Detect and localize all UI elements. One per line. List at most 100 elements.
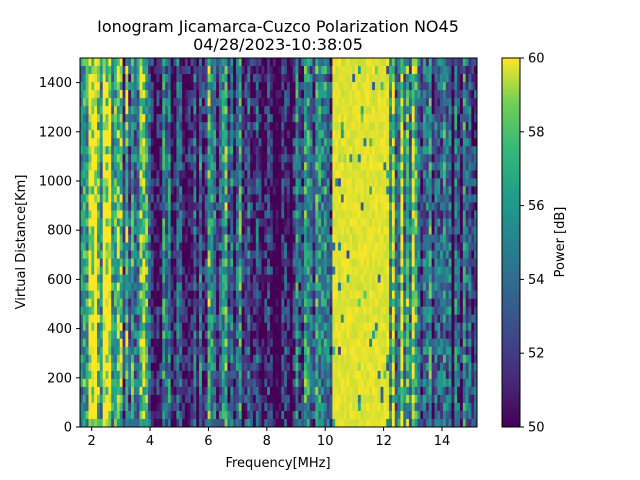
- heatmap-cell: [295, 314, 299, 324]
- heatmap-cell: [374, 274, 379, 283]
- heatmap-cell: [250, 82, 254, 91]
- heatmap-cell: [193, 106, 197, 115]
- heatmap-cell: [321, 146, 325, 155]
- heatmap-cell: [201, 290, 206, 299]
- heatmap-cell: [204, 58, 208, 67]
- heatmap-cell: [224, 378, 228, 388]
- heatmap-cell: [301, 330, 305, 340]
- heatmap-cell: [80, 346, 84, 356]
- heatmap-cell: [292, 178, 296, 187]
- heatmap-cell: [216, 90, 220, 99]
- heatmap-cell: [80, 378, 84, 388]
- heatmap-cell: [269, 170, 274, 179]
- heatmap-cell: [363, 234, 367, 243]
- heatmap-cell: [346, 186, 350, 195]
- heatmap-cell: [80, 362, 84, 372]
- heatmap-cell: [108, 418, 112, 428]
- heatmap-cell: [167, 170, 172, 179]
- heatmap-cell: [145, 306, 149, 315]
- heatmap-cell: [315, 154, 319, 163]
- heatmap-cell: [323, 402, 328, 412]
- heatmap-cell: [173, 218, 177, 227]
- heatmap-cell: [238, 298, 242, 307]
- heatmap-cell: [275, 194, 279, 203]
- heatmap-cell: [116, 250, 120, 259]
- heatmap-cell: [349, 306, 353, 315]
- heatmap-cell: [173, 74, 177, 83]
- heatmap-cell: [318, 130, 322, 139]
- heatmap-cell: [199, 370, 203, 380]
- heatmap-cell: [315, 138, 319, 147]
- heatmap-cell: [224, 274, 228, 283]
- heatmap-cell: [145, 290, 149, 299]
- heatmap-cell: [173, 290, 177, 299]
- heatmap-cell: [241, 402, 245, 412]
- heatmap-cell: [99, 402, 103, 412]
- heatmap-cell: [295, 242, 299, 251]
- heatmap-cell: [97, 82, 101, 91]
- heatmap-cell: [281, 290, 285, 299]
- heatmap-cell: [159, 114, 163, 123]
- heatmap-cell: [227, 346, 231, 356]
- heatmap-cell: [349, 322, 353, 332]
- heatmap-cell: [153, 362, 157, 372]
- heatmap-cell: [238, 266, 242, 275]
- heatmap-cell: [329, 266, 333, 275]
- heatmap-cell: [150, 114, 155, 123]
- heatmap-cell: [173, 194, 177, 203]
- heatmap-cell: [304, 202, 308, 211]
- heatmap-cell: [167, 322, 172, 332]
- heatmap-cell: [91, 154, 95, 163]
- heatmap-cell: [201, 298, 206, 307]
- heatmap-cell: [372, 82, 376, 91]
- heatmap-cell: [357, 210, 362, 219]
- heatmap-cell: [210, 362, 214, 372]
- heatmap-cell: [131, 226, 135, 235]
- heatmap-cell: [258, 90, 262, 99]
- heatmap-cell: [122, 194, 126, 203]
- heatmap-cell: [216, 314, 220, 324]
- heatmap-cell: [323, 170, 328, 179]
- heatmap-cell: [91, 122, 95, 131]
- heatmap-cell: [315, 130, 319, 139]
- heatmap-cell: [150, 410, 155, 420]
- heatmap-cell: [119, 74, 123, 83]
- heatmap-cell: [233, 146, 237, 155]
- heatmap-cell: [258, 218, 262, 227]
- heatmap-cell: [97, 194, 101, 203]
- heatmap-cell: [216, 138, 220, 147]
- heatmap-cell: [377, 338, 381, 348]
- heatmap-cell: [357, 218, 362, 227]
- heatmap-cell: [321, 362, 325, 372]
- heatmap-cell: [247, 170, 251, 179]
- heatmap-cell: [255, 58, 259, 67]
- heatmap-cell: [224, 290, 228, 299]
- heatmap-cell: [91, 130, 95, 139]
- heatmap-cell: [292, 122, 296, 131]
- heatmap-cell: [250, 338, 254, 348]
- heatmap-cell: [213, 386, 217, 396]
- heatmap-cell: [187, 218, 191, 227]
- heatmap-cell: [102, 58, 106, 67]
- heatmap-cell: [315, 418, 319, 428]
- heatmap-cell: [80, 250, 84, 259]
- heatmap-cell: [80, 354, 84, 364]
- heatmap-cell: [230, 410, 234, 420]
- heatmap-cell: [128, 362, 132, 372]
- heatmap-cell: [281, 74, 285, 83]
- heatmap-cell: [272, 266, 276, 275]
- heatmap-cell: [275, 114, 279, 123]
- heatmap-cell: [148, 290, 152, 299]
- heatmap-cell: [301, 146, 305, 155]
- heatmap-cell: [326, 210, 330, 219]
- heatmap-cell: [312, 242, 316, 251]
- heatmap-cell: [159, 106, 163, 115]
- heatmap-cell: [99, 298, 103, 307]
- heatmap-cell: [136, 178, 140, 187]
- heatmap-cell: [88, 130, 92, 139]
- heatmap-cell: [332, 194, 336, 203]
- heatmap-cell: [278, 162, 282, 171]
- heatmap-cell: [213, 82, 217, 91]
- heatmap-cell: [258, 154, 262, 163]
- heatmap-cell: [355, 418, 359, 428]
